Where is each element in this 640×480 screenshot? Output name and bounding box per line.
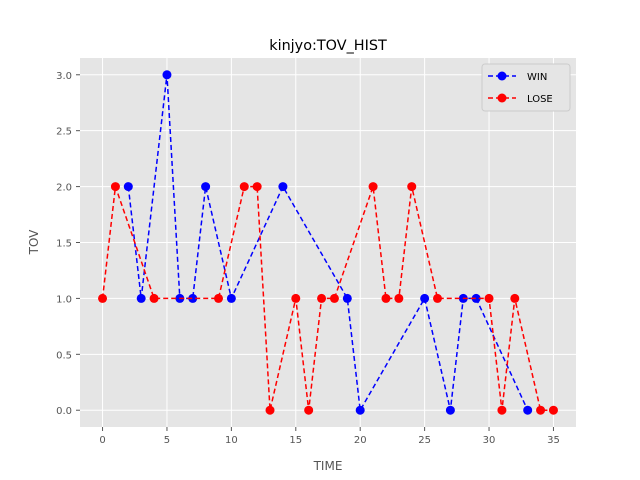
data-point-win (355, 405, 365, 415)
data-point-win (342, 293, 352, 303)
x-tick-label: 15 (289, 435, 302, 446)
data-point-win (201, 182, 211, 192)
data-point-win (226, 293, 236, 303)
data-point-lose (98, 293, 108, 303)
data-point-lose (110, 182, 120, 192)
series-win (123, 70, 533, 415)
series-lose (98, 182, 558, 415)
legend-lose-label: LOSE (527, 94, 553, 105)
data-point-win (523, 405, 533, 415)
x-axis-ticks: 0 5 10 15 20 25 30 35 (99, 427, 560, 446)
data-point-lose (291, 293, 301, 303)
data-point-lose (394, 293, 404, 303)
data-point-lose (368, 182, 378, 192)
y-tick-label: 3.0 (56, 71, 72, 82)
data-point-win (136, 293, 146, 303)
series-group (98, 70, 558, 415)
y-tick-label: 2.5 (56, 127, 72, 138)
data-point-lose (329, 293, 339, 303)
data-point-win (188, 293, 198, 303)
y-tick-label: 0.5 (56, 350, 72, 361)
data-point-lose (548, 405, 558, 415)
data-point-lose (381, 293, 391, 303)
legend-lose-marker (497, 93, 507, 103)
data-point-win (420, 293, 430, 303)
y-tick-label: 1.5 (56, 239, 72, 250)
data-point-lose (252, 182, 262, 192)
x-axis-label: TIME (313, 459, 343, 473)
data-point-lose (510, 293, 520, 303)
series-line-win (127, 74, 529, 413)
data-point-lose (433, 293, 443, 303)
data-point-win (445, 405, 455, 415)
data-point-win (123, 182, 133, 192)
data-point-lose (497, 405, 507, 415)
y-tick-label: 2.0 (56, 183, 72, 194)
legend-win-marker (497, 71, 507, 81)
legend: WIN LOSE (481, 63, 571, 112)
y-tick-label: 1.0 (56, 294, 72, 305)
data-point-lose (265, 405, 275, 415)
data-point-lose (213, 293, 223, 303)
data-point-lose (407, 182, 417, 192)
y-tick-label: 0.0 (56, 406, 72, 417)
data-point-lose (317, 293, 327, 303)
x-tick-label: 30 (483, 435, 496, 446)
x-tick-label: 20 (354, 435, 367, 446)
y-axis-ticks: 0.0 0.5 1.0 1.5 2.0 2.5 3.0 (56, 71, 80, 417)
x-tick-label: 10 (225, 435, 238, 446)
data-point-win (162, 70, 172, 80)
x-tick-label: 0 (99, 435, 105, 446)
chart-title: kinjyo:TOV_HIST (269, 38, 387, 54)
data-point-win (278, 182, 288, 192)
data-point-lose (484, 293, 494, 303)
data-point-lose (304, 405, 314, 415)
data-point-lose (239, 182, 249, 192)
data-point-lose (149, 293, 159, 303)
x-tick-label: 5 (164, 435, 170, 446)
data-point-lose (536, 405, 546, 415)
y-axis-label: TOV (27, 229, 41, 256)
x-tick-label: 35 (547, 435, 560, 446)
data-point-win (471, 293, 481, 303)
legend-win-label: WIN (527, 72, 547, 83)
x-tick-label: 25 (418, 435, 431, 446)
legend-box (481, 63, 571, 112)
